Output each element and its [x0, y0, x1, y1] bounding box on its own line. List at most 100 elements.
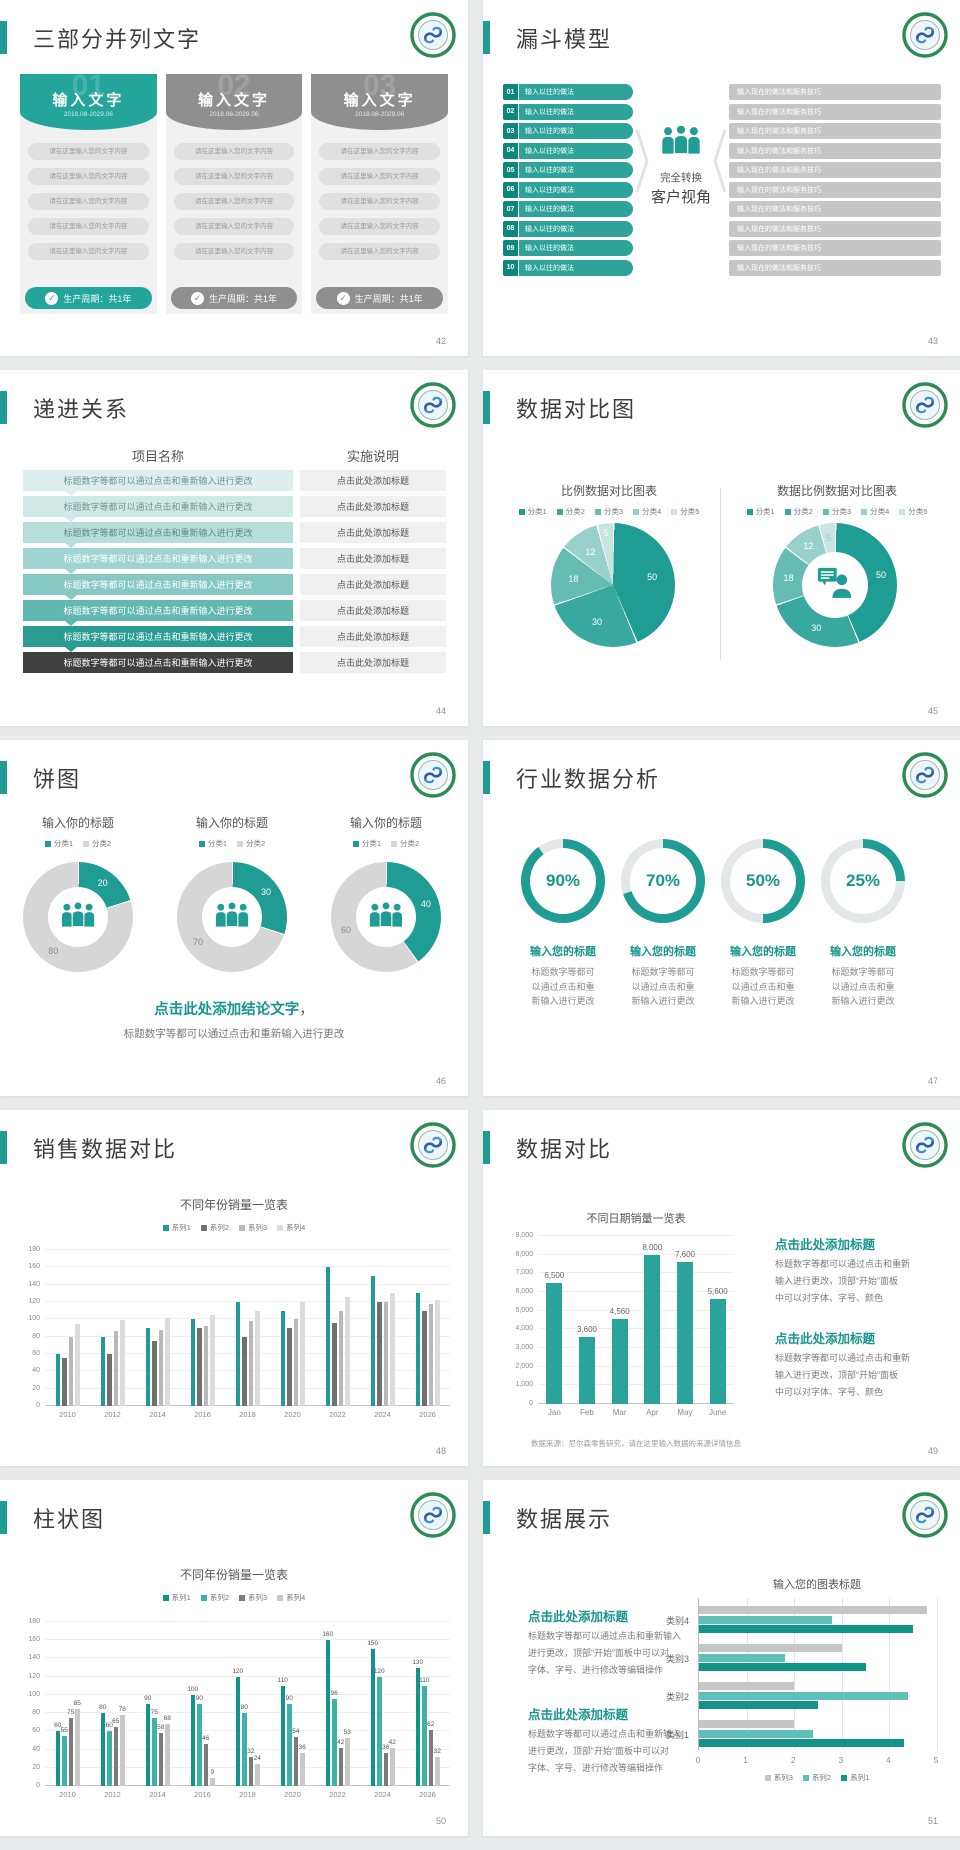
conclusion-comma: ，: [299, 1002, 314, 1018]
legend-label: 分类2: [400, 839, 420, 848]
legend-swatch: [237, 840, 243, 847]
data-label: 78: [118, 1705, 126, 1713]
bar: [699, 1739, 904, 1747]
bar: [325, 1267, 330, 1406]
bar: [370, 1649, 375, 1786]
template-card: 02 输入文字 2018.08-2029.06 请在这里输入您的文字内容 请在这里输入您…: [165, 69, 303, 314]
slide-47-industry-data-analysis[interactable]: 行业数据分析 90% 输入您的标题 标题数字等都可 以通过点击和重 新输入进行更改 70%…: [483, 740, 960, 1096]
y-axis-label: 40: [32, 1367, 40, 1375]
funnel-row: 08 输入以往的做法: [503, 220, 633, 237]
legend-item: 分类4: [633, 506, 661, 517]
slide-42-three-part-text[interactable]: 三部分并列文字 01 输入文字 2018.08-2029.06 请在这里输入您的文字内…: [0, 0, 468, 356]
page-number: 48: [435, 1446, 446, 1456]
legend-swatch: [239, 1594, 245, 1601]
bar: [345, 1296, 350, 1406]
category-label: 类别1: [665, 1730, 689, 1740]
ring-title: 输入您的标题: [730, 946, 796, 958]
legend-label: 分类4: [642, 507, 662, 516]
legend-label: 分类5: [680, 507, 700, 516]
legend-item: 分类2: [391, 838, 419, 849]
legend-item: 分类2: [83, 838, 111, 849]
gridline: [937, 1598, 938, 1750]
data-label: 68: [163, 1715, 171, 1723]
y-axis-labels: 0 1,000 2,000 3,000 4,000 5,000 6,000 7,000 8,00…: [499, 1232, 533, 1407]
slide-44-progressive-relation[interactable]: 递进关系 项目名称 实施说明 标题数字等都可以通过点击和重新输入进行更改 点击此处…: [0, 370, 468, 726]
y-axis-label: 100: [28, 1315, 40, 1323]
slide-title: 柱状图: [33, 1507, 106, 1532]
legend-label: 分类3: [603, 507, 624, 516]
conclusion-title-text: 点击此处添加结论文字: [154, 1002, 300, 1018]
table-row: 标题数字等都可以通过点击和重新输入进行更改 点击此处添加标题: [23, 652, 446, 673]
placeholder-pill: 请在这里输入您的文字内容: [28, 168, 149, 185]
project-name-cell: 标题数字等都可以通过点击和重新输入进行更改: [23, 522, 293, 548]
bar: [190, 1319, 195, 1406]
bar: [100, 1713, 105, 1786]
card-number: 01: [71, 69, 106, 102]
funnel-row-label: 输入以往的做法: [519, 259, 633, 276]
funnel-left-list: 01 输入以往的做法 02 输入以往的做法 03 输入以往的做法 04 输入以往的做法 05 输入…: [503, 84, 633, 279]
data-label: 7,600: [674, 1250, 696, 1260]
funnel-row-label: 输入以往的做法: [519, 84, 633, 100]
bar: [145, 1704, 150, 1786]
data-label: 130: [412, 1658, 424, 1666]
legend-item: 分类3: [594, 506, 624, 517]
text-line: 字体、字号、进行修改等编辑操作: [528, 1665, 664, 1675]
gridline: [538, 1272, 734, 1274]
gridline: [538, 1253, 734, 1255]
ring-body: 标题数字等都可 以通过点击和重 新输入进行更改: [511, 965, 615, 1009]
legend-label: 系列3: [248, 1593, 268, 1602]
slide-50-column-chart[interactable]: 柱状图 不同年份销量一览表 系列1 系列2 系列3 系列4 0 20 40 60 80 100 1…: [0, 1480, 468, 1836]
row-notch: [65, 595, 77, 600]
x-axis-labels: 2010 2012 2014 2016 2018 2020 2022 2024 2026: [45, 1410, 450, 1422]
ring-title: 输入您的标题: [830, 946, 896, 958]
bar: [242, 1336, 247, 1406]
text-block-heading: 点击此处添加标题: [775, 1332, 876, 1346]
ring-title: 输入您的标题: [630, 946, 696, 958]
funnel-right-row: 输入现在的做法和服务技巧: [729, 123, 941, 139]
funnel-center-title: 客户视角: [650, 189, 711, 206]
chart-title: 输入你的标题: [41, 816, 114, 830]
card-date: 2018.08-2029.06: [355, 111, 405, 118]
text-line: 新输入进行更改: [831, 996, 895, 1006]
ring-percent-label: 70%: [645, 871, 681, 890]
category-label: Jan: [547, 1408, 561, 1417]
gridline: [45, 1621, 450, 1622]
legend: 分类1 分类2: [8, 838, 148, 849]
legend-swatch: [239, 1224, 245, 1231]
donut-chart: 30 70: [177, 862, 287, 972]
legend-item: 系列1: [841, 1772, 869, 1783]
legend-swatch: [352, 840, 359, 847]
bar: [255, 1764, 260, 1786]
slide-49-data-comparison[interactable]: 数据对比 不同日期销量一览表 0 1,000 2,000 3,000 4,000 5,00…: [483, 1110, 960, 1466]
implementation-cell: 点击此处添加标题: [300, 626, 446, 647]
legend-label: 分类2: [246, 839, 266, 848]
legend-label: 分类4: [870, 507, 890, 516]
legend-swatch: [841, 1774, 848, 1781]
gridline: [45, 1249, 450, 1250]
placeholder-pill: 请在这里输入您的文字内容: [319, 193, 441, 210]
bar: [377, 1676, 382, 1786]
text-line: 标题数字等都可: [531, 967, 595, 977]
data-label: 3,600: [576, 1324, 598, 1334]
y-axis-label: 20: [32, 1763, 40, 1771]
y-axis-label: 40: [32, 1745, 40, 1753]
data-label: 60: [54, 1722, 62, 1730]
logo-badge-icon: [410, 1492, 456, 1538]
y-axis-label: 0: [36, 1402, 40, 1409]
bar-chart: 60 80 90 100 120 110 160 150 130 55 60 75 90 80 90 96 12…: [45, 1621, 450, 1786]
category-label: 2024: [374, 1410, 391, 1419]
chevron-left-icon: [713, 128, 727, 199]
legend-label: 系列2: [209, 1593, 229, 1602]
slide-48-sales-data-comparison[interactable]: 销售数据对比 不同年份销量一览表 系列1 系列2 系列3 系列4 0 20 40 60 80 1…: [0, 1110, 468, 1466]
bar: [699, 1606, 928, 1614]
data-label: 58: [157, 1724, 165, 1732]
ring-hole: 25%: [830, 848, 896, 914]
slide-45-data-comparison-charts[interactable]: 数据对比图 比例数据对比图表 分类1 分类2 分类3 分类4 分类5 50 30 18 12 5…: [483, 370, 960, 726]
bar: [197, 1704, 202, 1786]
slide-51-data-display[interactable]: 数据展示 点击此处添加标题 标题数字等都可以通过点击和重新输入 进行更改，顶部“开…: [483, 1480, 960, 1836]
table-row: 标题数字等都可以通过点击和重新输入进行更改 点击此处添加标题: [23, 522, 446, 548]
logo-badge-icon: [410, 382, 456, 428]
slide-46-pie-charts[interactable]: 饼图 输入你的标题 输入你的标题 输入你的标题 分类1 分类2 分类1 分类2 分类…: [0, 740, 468, 1096]
donut-hole: [48, 887, 108, 947]
slide-43-funnel-model[interactable]: 漏斗模型 01 输入以往的做法 02 输入以往的做法 03 输入以往的做法 04 输入以往的做…: [483, 0, 960, 356]
